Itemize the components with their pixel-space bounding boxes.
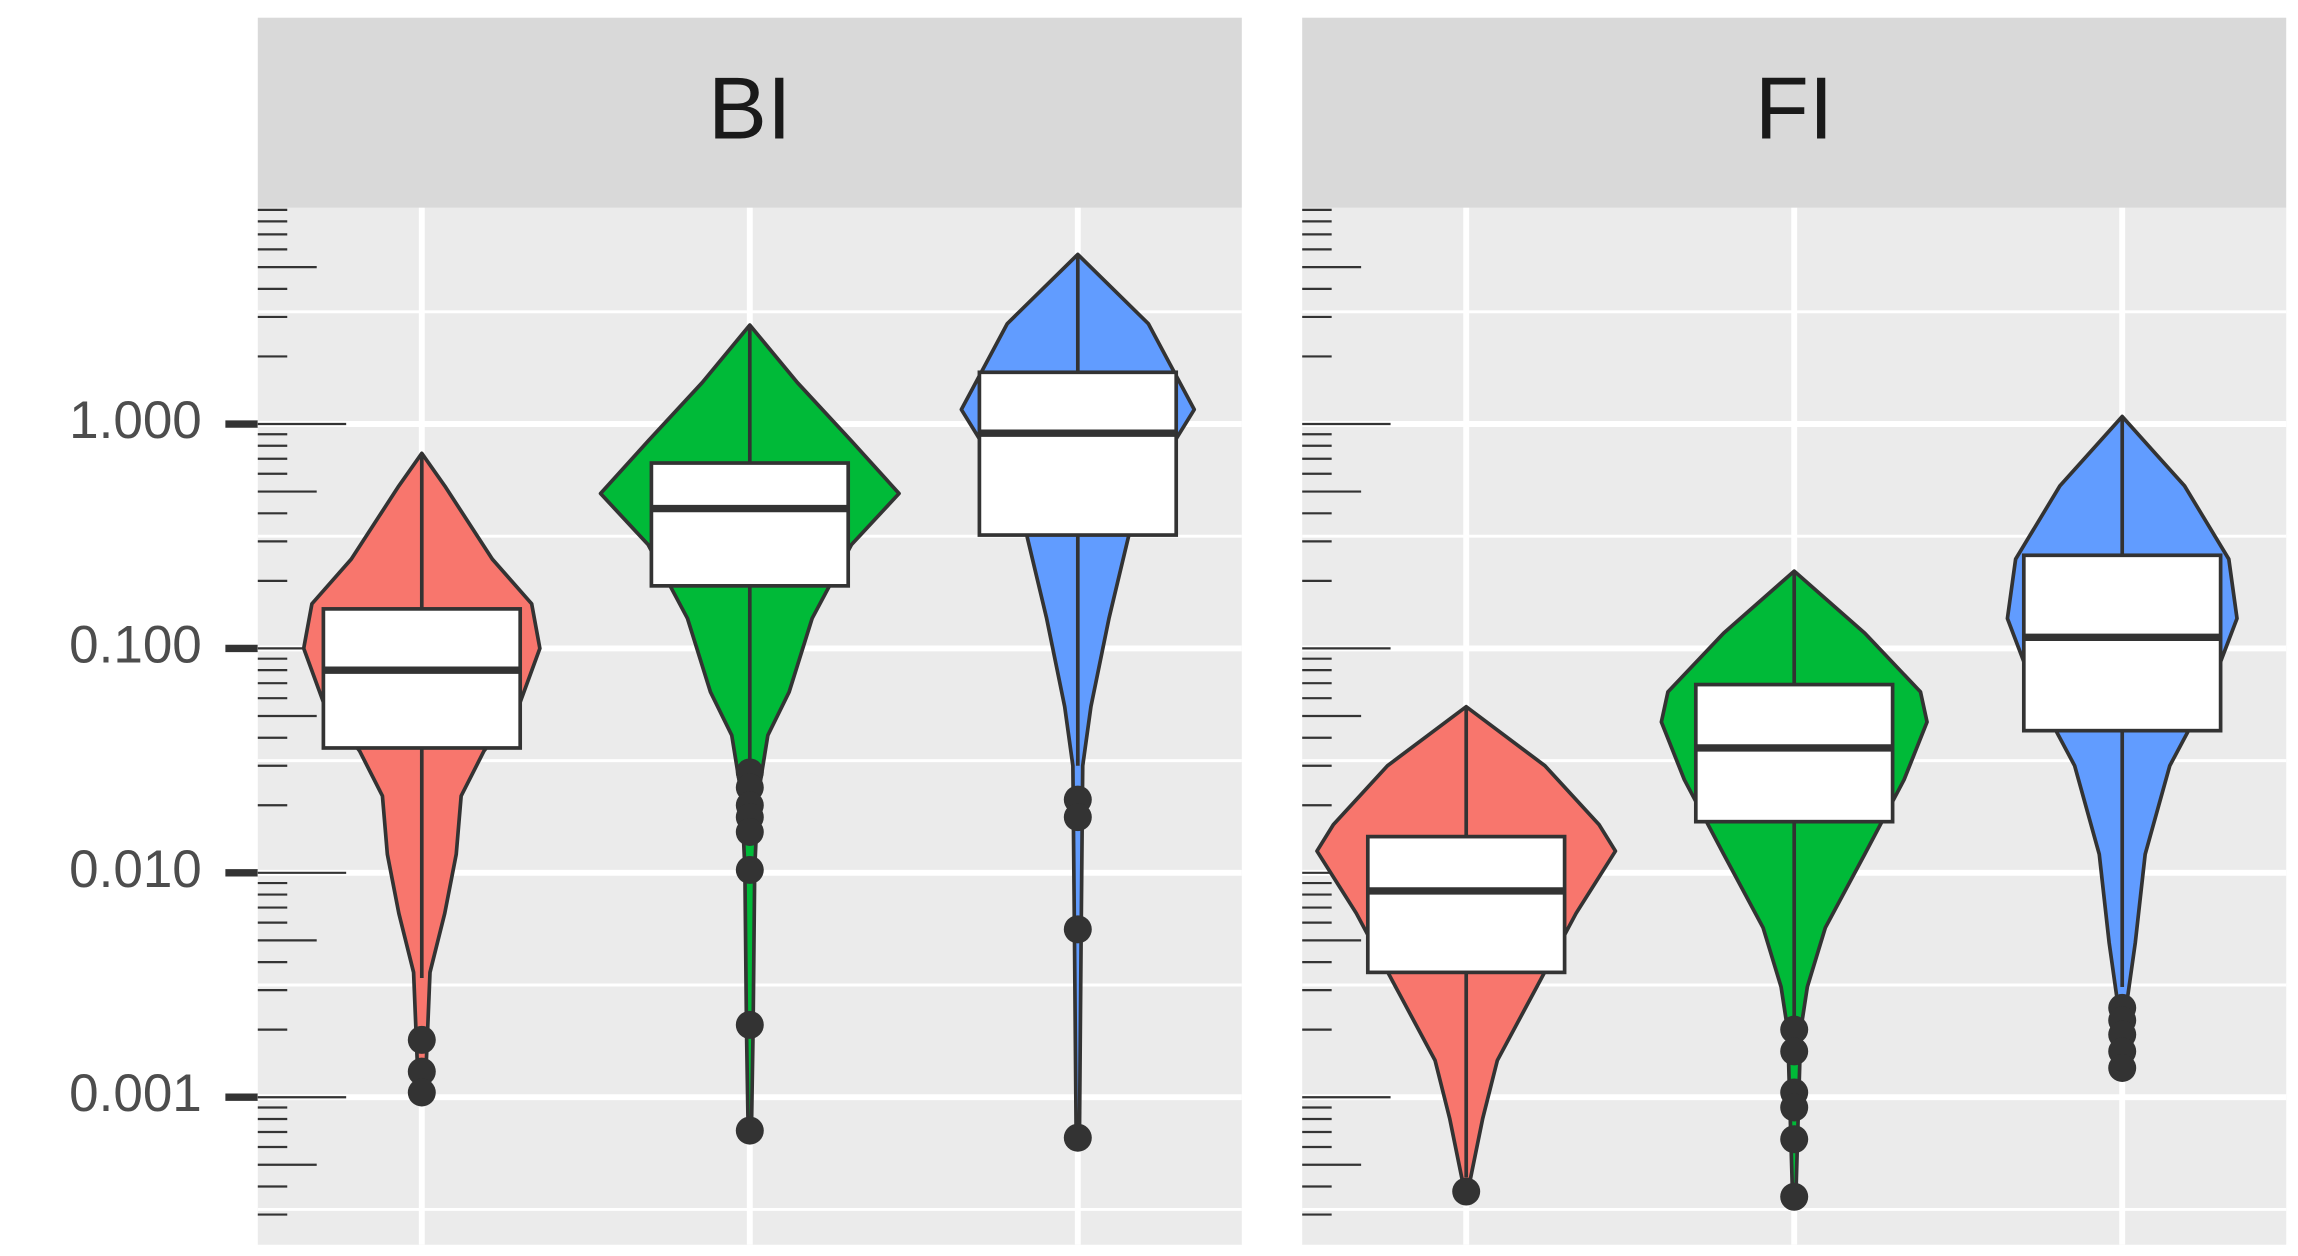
strip-background: [257, 17, 1242, 208]
outlier: [1780, 1182, 1809, 1211]
strip-background: [1302, 17, 2287, 208]
y-tick-label: 0.001: [69, 1064, 202, 1123]
box: [977, 370, 1179, 537]
outlier: [1063, 915, 1092, 944]
outlier: [735, 1010, 764, 1039]
box: [321, 607, 523, 750]
outlier: [735, 1116, 764, 1145]
box: [1365, 834, 1567, 975]
y-tick-label: 1.000: [69, 391, 202, 450]
outlier: [1452, 1177, 1481, 1206]
facet-title: FI: [1755, 58, 1834, 157]
outlier: [407, 1078, 436, 1107]
outlier: [1063, 803, 1092, 832]
box: [2021, 553, 2223, 733]
outlier: [2108, 1053, 2137, 1082]
facet-title: BI: [708, 58, 792, 157]
outlier: [1780, 1093, 1809, 1122]
box: [649, 461, 851, 588]
y-tick-label: 0.010: [69, 840, 202, 899]
outlier: [735, 855, 764, 884]
outlier: [1780, 1125, 1809, 1154]
outlier: [1063, 1123, 1092, 1152]
outlier: [407, 1057, 436, 1086]
y-tick-label: 0.100: [69, 615, 202, 674]
outlier: [407, 1025, 436, 1054]
box: [1693, 682, 1895, 824]
outlier: [735, 818, 764, 847]
outlier: [1780, 1015, 1809, 1044]
outlier: [1780, 1037, 1809, 1066]
